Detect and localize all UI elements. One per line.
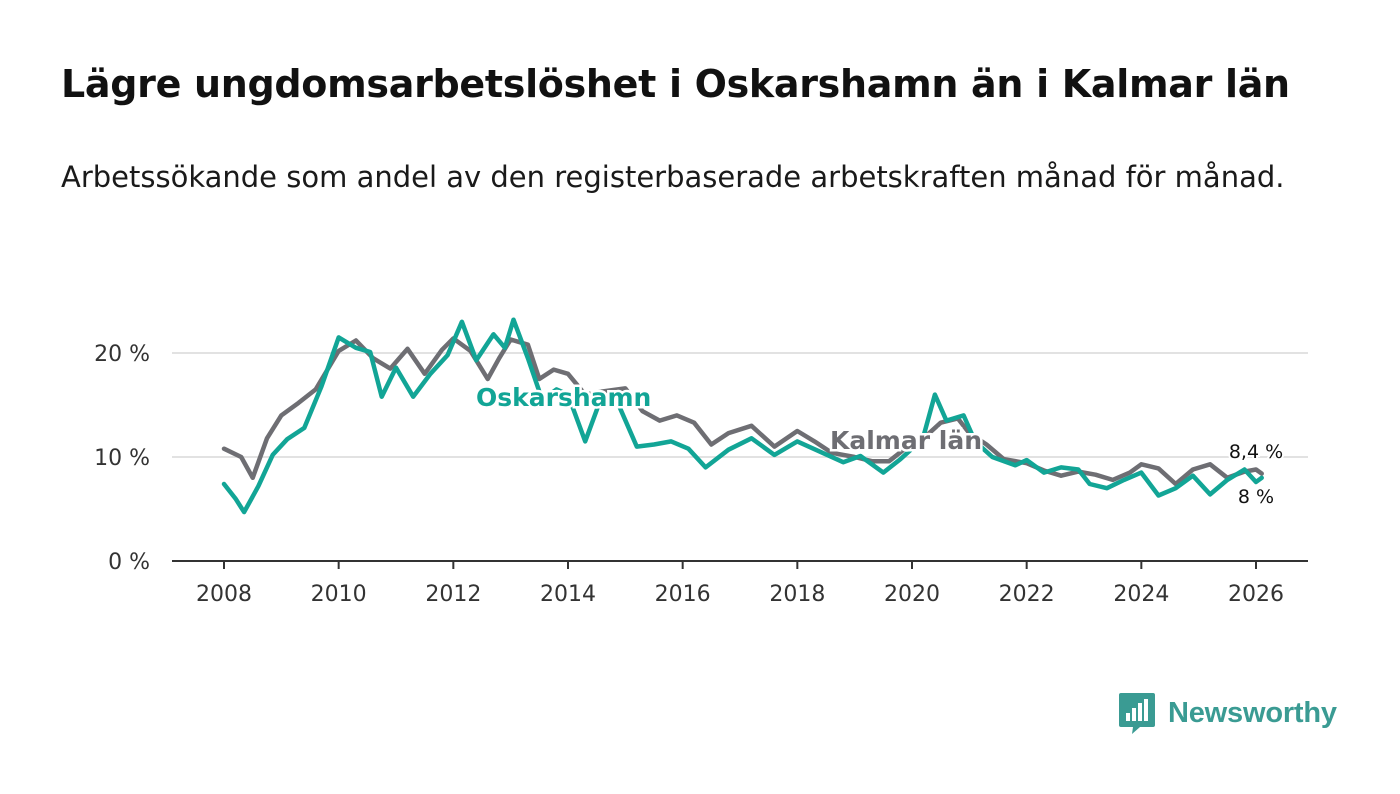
x-tick-label: 2016 [655, 582, 711, 607]
y-axis-labels: 0 % 10 % 20 % [94, 342, 150, 575]
series-label-kalmar-lan: Kalmar län [830, 426, 982, 455]
series-line-oskarshamn [221, 317, 1264, 515]
x-tick-label: 2026 [1228, 582, 1284, 607]
y-tick-label: 20 % [94, 342, 150, 367]
chart-title: Lägre ungdomsarbetslöshet i Oskarshamn ä… [61, 62, 1290, 106]
end-value-oskarshamn: 8 % [1238, 486, 1274, 508]
y-tick-label: 10 % [94, 446, 150, 471]
x-tick-label: 2014 [540, 582, 596, 607]
series-line-kalmar-län [221, 336, 1264, 487]
gridlines [172, 352, 1308, 458]
newsworthy-logo-icon [1118, 691, 1156, 735]
x-tick-label: 2024 [1113, 582, 1169, 607]
y-tick-label: 0 % [108, 550, 150, 575]
series-label-oskarshamn: Oskarshamn [476, 383, 651, 412]
end-value-kalmar-lan: 8,4 % [1229, 441, 1283, 463]
newsworthy-logo-text: Newsworthy [1168, 696, 1337, 729]
x-tick-label: 2010 [311, 582, 367, 607]
x-tick-label: 2022 [999, 582, 1055, 607]
series-labels: Oskarshamn Kalmar län 8,4 % 8 % [474, 381, 1286, 511]
newsworthy-logo[interactable]: Newsworthy [1118, 690, 1337, 736]
x-axis-labels: 2008 2010 2012 2014 2016 2018 2020 2022 2024 2026 [196, 582, 1284, 607]
x-tick-label: 2008 [196, 582, 252, 607]
x-axis [172, 560, 1308, 569]
series-lines [221, 317, 1264, 515]
x-tick-label: 2018 [769, 582, 825, 607]
x-tick-label: 2020 [884, 582, 940, 607]
x-tick-label: 2012 [425, 582, 481, 607]
chart-subtitle: Arbetssökande som andel av den registerb… [61, 160, 1285, 194]
